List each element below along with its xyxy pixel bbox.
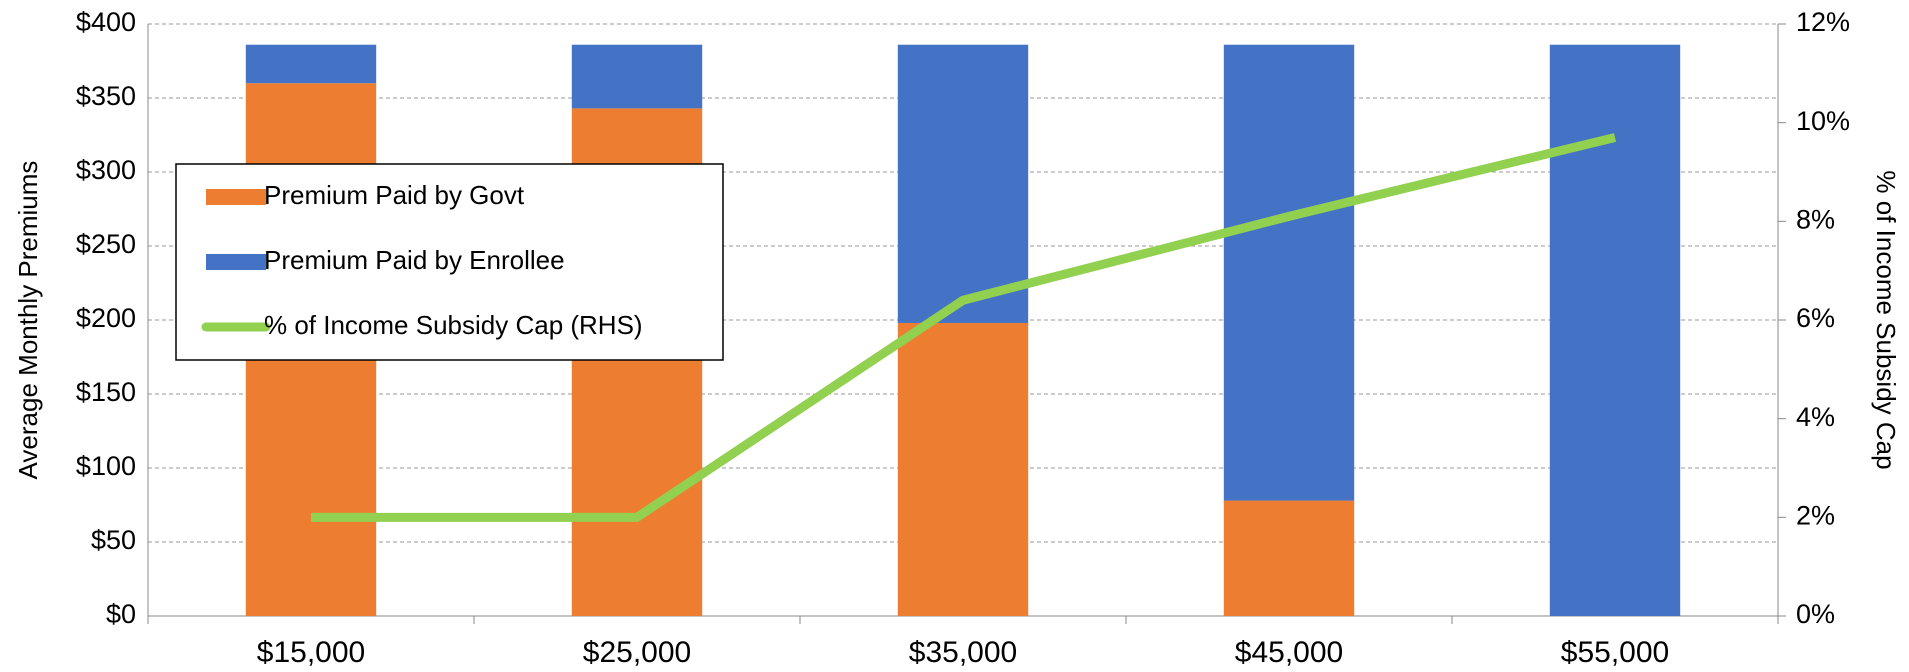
y-tick-label: $0 bbox=[106, 599, 136, 629]
legend-label: Premium Paid by Enrollee bbox=[264, 245, 565, 275]
y2-axis-title: % of Income Subsidy Cap bbox=[1871, 170, 1901, 469]
bar bbox=[897, 322, 1029, 616]
line bbox=[311, 133, 1617, 522]
y-tick-label: $400 bbox=[76, 7, 136, 37]
x-tick-label: $35,000 bbox=[909, 636, 1017, 669]
y-tick-label: $100 bbox=[76, 451, 136, 481]
y2-tick-label: 2% bbox=[1796, 500, 1835, 530]
y-tick-label: $50 bbox=[91, 525, 136, 555]
x-tick-label: $25,000 bbox=[583, 636, 691, 669]
y2-tick-label: 0% bbox=[1796, 599, 1835, 629]
legend-swatch bbox=[206, 189, 266, 205]
y2-tick-label: 6% bbox=[1796, 303, 1835, 333]
y2-tick-label: 12% bbox=[1796, 7, 1850, 37]
x-tick-label: $15,000 bbox=[257, 636, 365, 669]
bar bbox=[1223, 500, 1355, 616]
bar bbox=[1223, 44, 1355, 501]
y-tick-label: $300 bbox=[76, 155, 136, 185]
x-tick-label: $55,000 bbox=[1561, 636, 1669, 669]
y-tick-label: $350 bbox=[76, 81, 136, 111]
bar bbox=[897, 44, 1029, 323]
bar bbox=[1549, 44, 1681, 617]
y2-tick-label: 4% bbox=[1796, 402, 1835, 432]
y2-tick-label: 8% bbox=[1796, 204, 1835, 234]
legend-label: % of Income Subsidy Cap (RHS) bbox=[264, 310, 643, 340]
y2-tick-label: 10% bbox=[1796, 106, 1850, 136]
y-tick-label: $200 bbox=[76, 303, 136, 333]
legend-swatch bbox=[206, 254, 266, 270]
legend-label: Premium Paid by Govt bbox=[264, 180, 525, 210]
y-axis-title: Average Monthly Premiums bbox=[13, 161, 43, 480]
bar bbox=[571, 44, 703, 109]
x-tick-label: $45,000 bbox=[1235, 636, 1343, 669]
y-tick-label: $150 bbox=[76, 377, 136, 407]
bar bbox=[245, 44, 377, 84]
y-tick-label: $250 bbox=[76, 229, 136, 259]
